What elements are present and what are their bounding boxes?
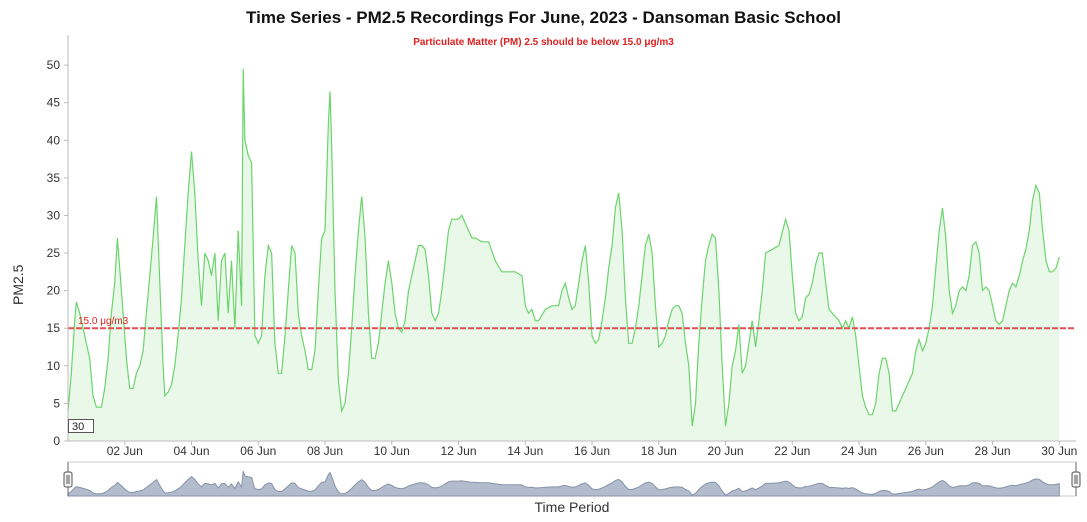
x-tick-label: 08 Jun [307, 444, 343, 458]
y-tick-label: 15 [47, 321, 61, 335]
x-tick-label: 22 Jun [774, 444, 810, 458]
y-tick-label: 10 [47, 359, 61, 373]
pm25-area-fill [68, 68, 1060, 442]
x-tick-label: 28 Jun [975, 444, 1011, 458]
navigator-series [67, 470, 1060, 497]
y-tick-label: 5 [53, 396, 60, 410]
chart-title: Time Series - PM2.5 Recordings For June,… [246, 8, 841, 27]
y-tick-label: 50 [47, 58, 61, 72]
threshold-label: 15.0 μg/m3 [78, 316, 129, 327]
zoom-level-badge[interactable]: 30 [68, 419, 94, 433]
navigator-handle-right[interactable] [1071, 471, 1081, 488]
x-tick-label: 24 Jun [841, 444, 877, 458]
x-axis-label: Time Period [534, 499, 610, 515]
chart-subtitle: Particulate Matter (PM) 2.5 should be be… [413, 37, 674, 48]
x-tick-label: 30 Jun [1041, 444, 1077, 458]
x-tick-label: 14 Jun [507, 444, 543, 458]
x-tick-label: 04 Jun [173, 444, 209, 458]
x-tick-label: 06 Jun [240, 444, 276, 458]
y-tick-label: 35 [47, 171, 61, 185]
y-tick-label: 30 [47, 208, 61, 222]
y-tick-label: 25 [47, 246, 61, 260]
x-tick-label: 12 Jun [441, 444, 477, 458]
x-tick-label: 18 Jun [641, 444, 677, 458]
y-tick-label: 0 [53, 434, 60, 448]
navigator-handle-left[interactable] [63, 471, 73, 488]
x-tick-label: 16 Jun [574, 444, 610, 458]
x-tick-label: 02 Jun [107, 444, 143, 458]
x-tick-label: 10 Jun [374, 444, 410, 458]
plot-area: 15.0 μg/m3 0 5 10 15 20 25 30 35 40 45 50 02 Jun 04 J… [47, 35, 1077, 458]
range-navigator[interactable] [63, 461, 1081, 497]
x-tick-label: 20 Jun [708, 444, 744, 458]
y-tick-label: 20 [47, 284, 61, 298]
pm25-series-line[interactable] [67, 68, 1060, 427]
y-tick-label: 40 [47, 133, 61, 147]
x-tick-label: 26 Jun [908, 444, 944, 458]
y-tick-label: 45 [47, 96, 61, 110]
